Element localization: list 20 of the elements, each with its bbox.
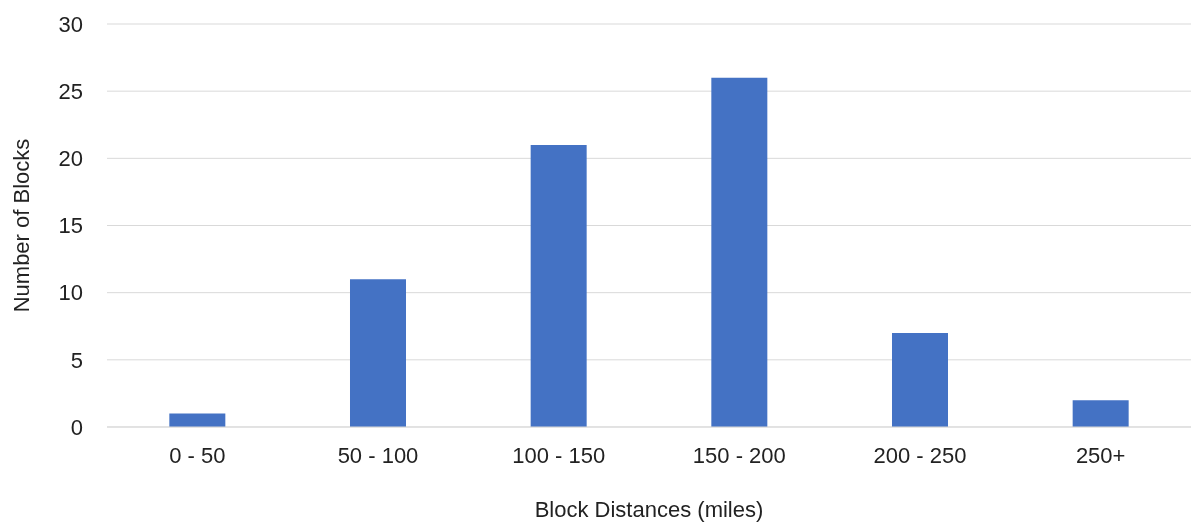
- x-tick-label: 250+: [1075, 442, 1126, 468]
- y-tick-label: 15: [58, 213, 83, 239]
- x-tick-label: 50 - 100: [337, 442, 419, 468]
- y-tick-label: 0: [70, 414, 83, 440]
- y-tick-label: 30: [58, 11, 83, 37]
- bar: [530, 144, 587, 427]
- x-tick-label: 100 - 150: [512, 442, 606, 468]
- x-tick-label: 0 - 50: [169, 442, 226, 468]
- y-tick-label: 20: [58, 146, 83, 172]
- x-tick-label: 200 - 250: [873, 442, 967, 468]
- y-tick-label: 25: [58, 78, 83, 104]
- x-axis-title: Block Distances (miles): [534, 497, 764, 522]
- bar: [711, 77, 768, 427]
- y-axis-title: Number of Blocks: [8, 138, 34, 313]
- y-tick-label: 10: [58, 280, 83, 306]
- y-tick-label: 5: [70, 347, 83, 373]
- bar: [1072, 400, 1129, 427]
- x-tick-label: 150 - 200: [692, 442, 786, 468]
- bar: [892, 332, 948, 427]
- bar: [350, 279, 406, 427]
